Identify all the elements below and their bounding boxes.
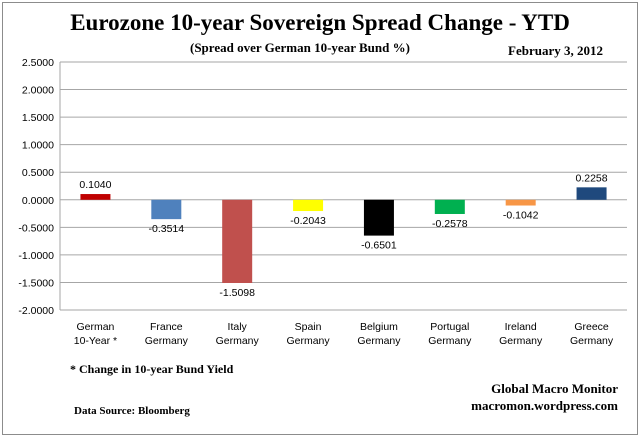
x-tick-label: Germany — [357, 335, 401, 347]
x-tick-label: Greece — [574, 321, 609, 333]
x-tick-label: France — [150, 321, 183, 333]
credit-site: macromon.wordpress.com — [471, 398, 618, 413]
x-tick-label: Germany — [570, 335, 614, 347]
data-label: -0.2578 — [432, 218, 468, 230]
chart-date: February 3, 2012 — [508, 43, 603, 58]
data-source: Data Source: Bloomberg — [74, 405, 190, 417]
y-tick-label: -1.0000 — [18, 250, 54, 262]
x-tick-label: Belgium — [360, 321, 398, 333]
y-tick-label: 1.0000 — [22, 140, 54, 152]
y-tick-label: 2.0000 — [22, 85, 54, 97]
bar — [80, 194, 111, 200]
x-tick-label: Germany — [499, 335, 543, 347]
x-tick-label: Germany — [428, 335, 472, 347]
y-tick-label: -1.5000 — [18, 277, 54, 289]
bar — [293, 199, 324, 212]
bar — [505, 199, 536, 206]
chart-subtitle: (Spread over German 10-year Bund %) — [190, 40, 410, 55]
bar — [363, 199, 394, 236]
x-tick-label: 10-Year * — [74, 335, 117, 347]
x-tick-label: German — [76, 321, 114, 333]
bar — [434, 199, 465, 214]
x-tick-label: Spain — [295, 321, 322, 333]
x-tick-label: Italy — [228, 321, 248, 333]
data-label: -0.3514 — [149, 223, 185, 235]
credit-name: Global Macro Monitor — [491, 381, 618, 396]
bar — [151, 199, 182, 220]
x-tick-label: Germany — [145, 335, 189, 347]
y-tick-label: 0.0000 — [22, 195, 54, 207]
footnote: * Change in 10-year Bund Yield — [70, 362, 234, 376]
data-label: -0.6501 — [361, 240, 397, 252]
y-tick-label: 2.5000 — [22, 57, 54, 69]
y-tick-label: 1.5000 — [22, 112, 54, 124]
x-tick-label: Portugal — [430, 321, 469, 333]
y-tick-label: 0.5000 — [22, 167, 54, 179]
data-label: -0.1042 — [503, 210, 539, 222]
x-tick-label: Germany — [286, 335, 330, 347]
data-label: 0.1040 — [79, 179, 111, 191]
bar — [222, 199, 253, 283]
y-tick-label: -2.0000 — [18, 305, 54, 317]
x-tick-label: Germany — [216, 335, 260, 347]
data-label: 0.2258 — [576, 172, 608, 184]
x-tick-label: Ireland — [505, 321, 537, 333]
y-tick-label: -0.5000 — [18, 222, 54, 234]
chart-title: Eurozone 10-year Sovereign Spread Change… — [70, 10, 570, 35]
bar — [576, 187, 607, 200]
data-label: -0.2043 — [290, 215, 326, 227]
data-label: -1.5098 — [219, 287, 255, 299]
